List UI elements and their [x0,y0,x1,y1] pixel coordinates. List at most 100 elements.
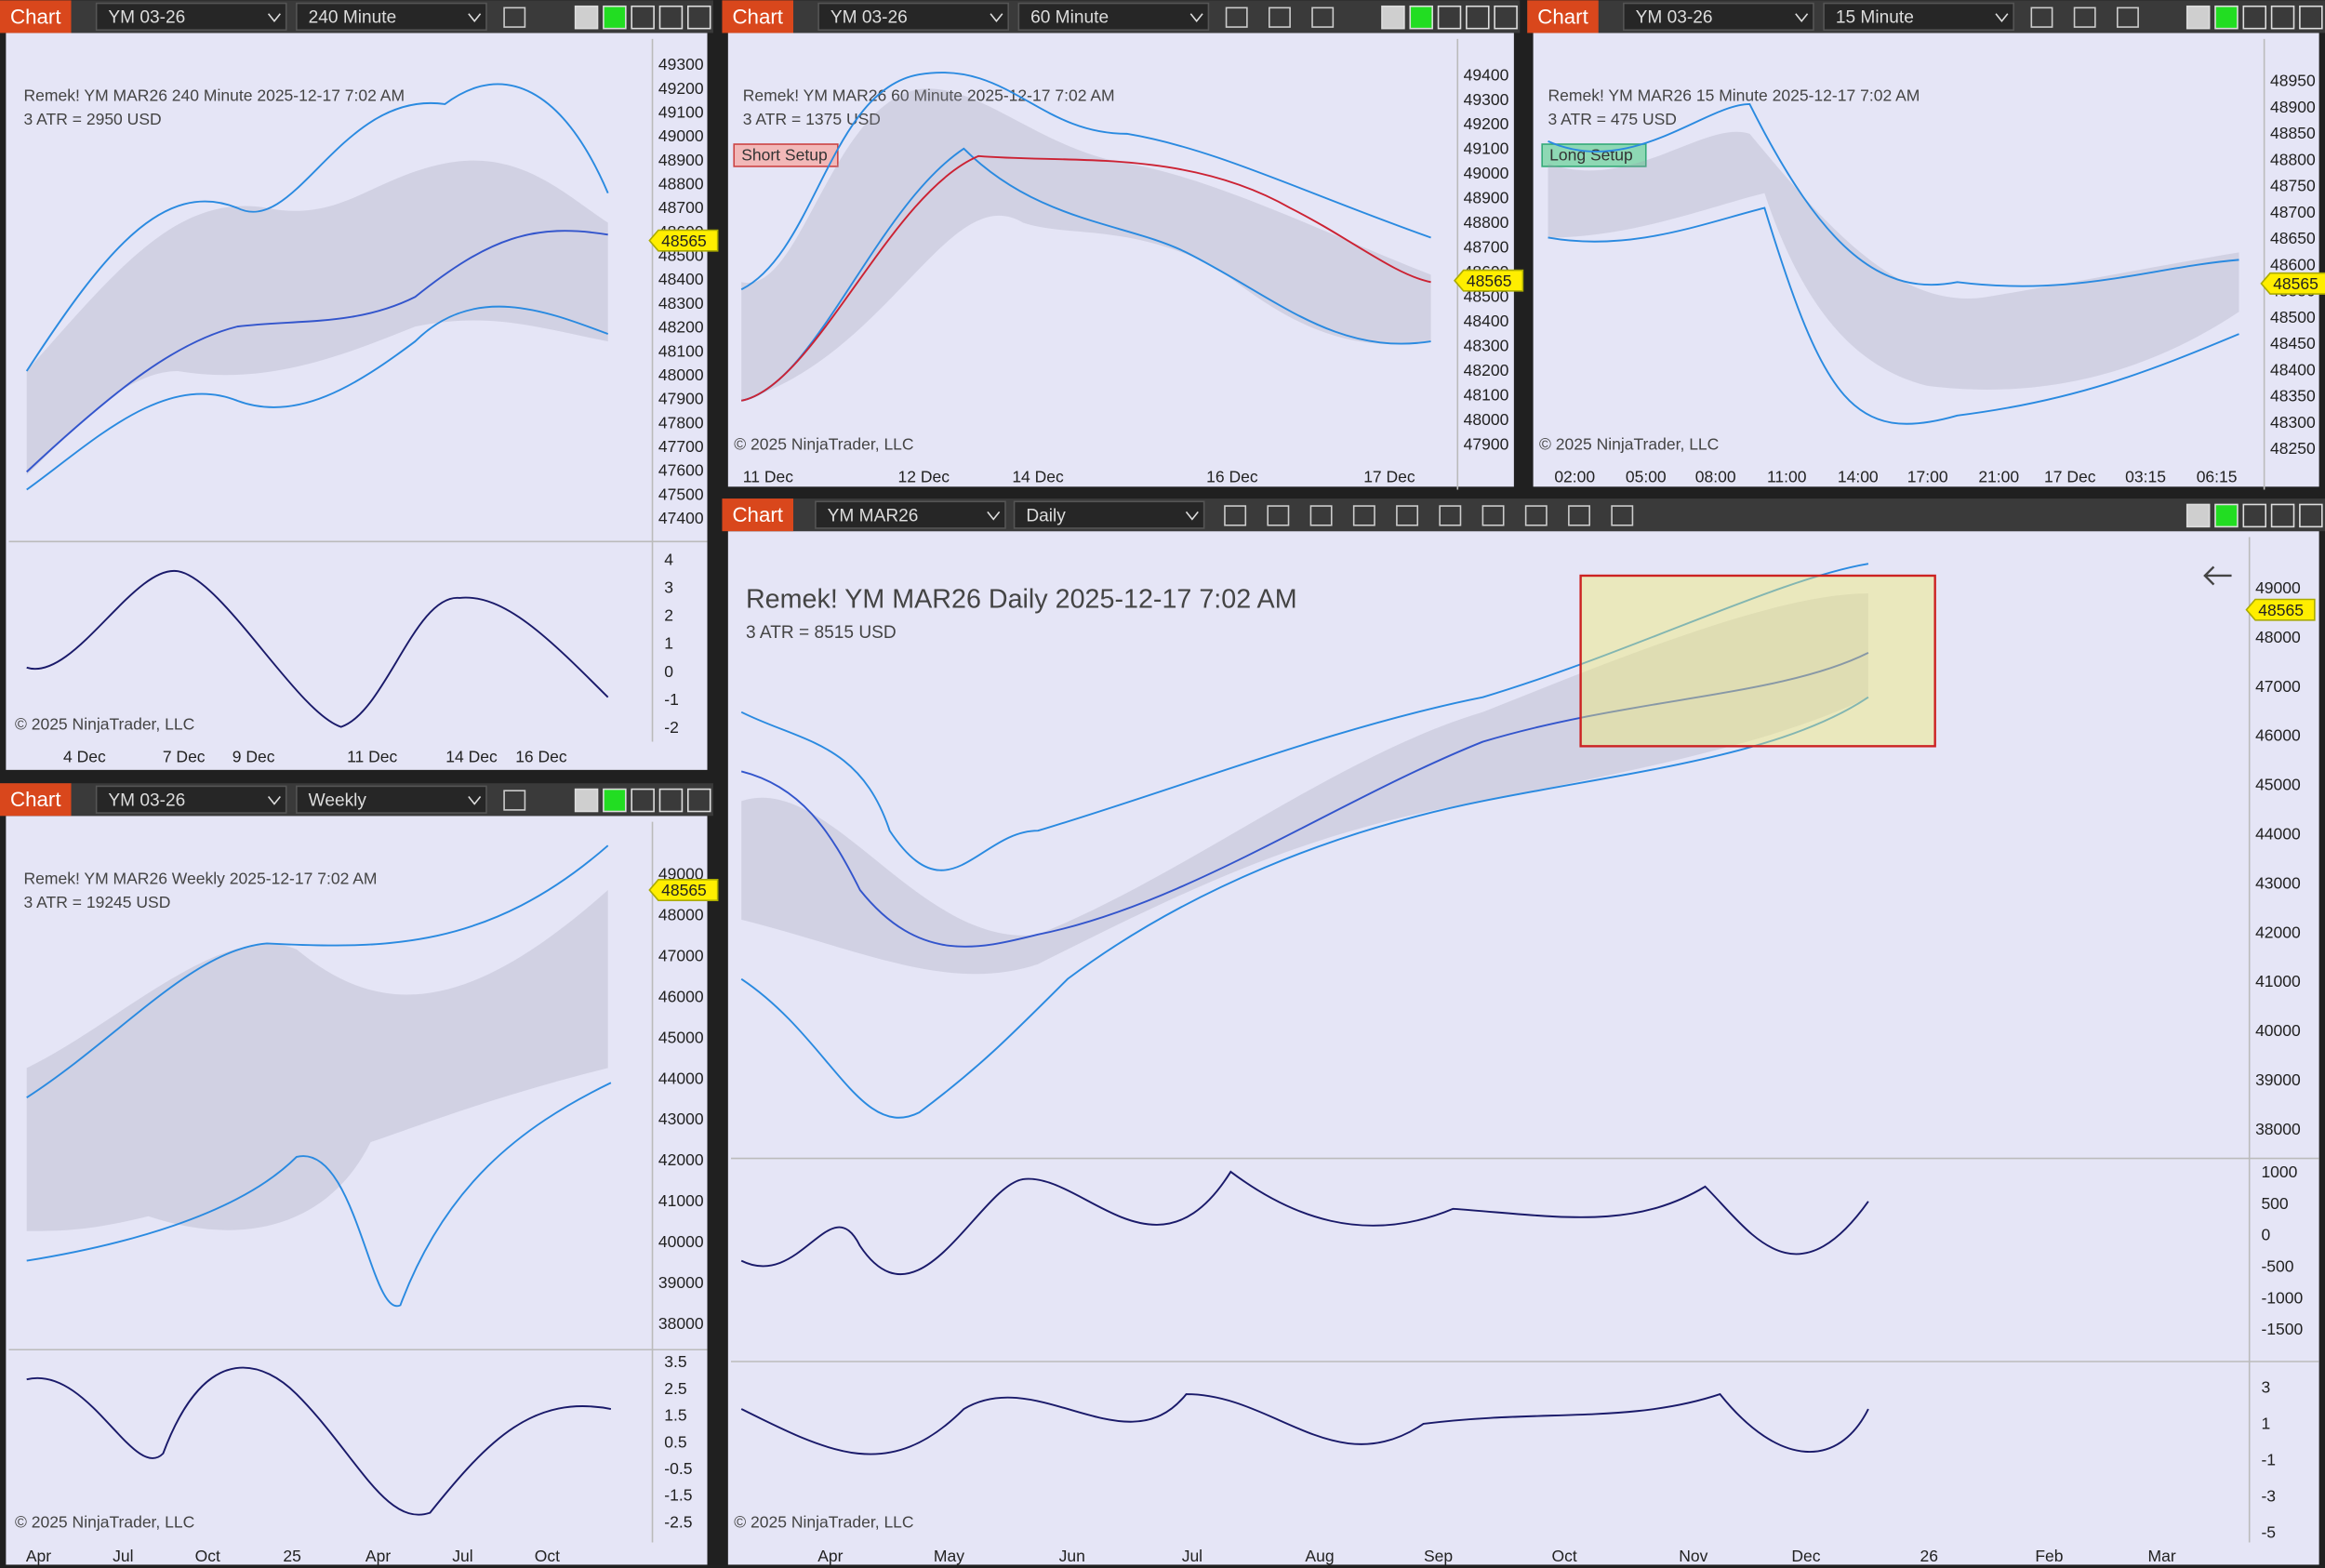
price-axis-label: 39000 [658,1273,704,1292]
dropdown-arrow [990,13,1003,22]
price-axis-label: 49300 [1464,90,1509,109]
time-axis-label: 02:00 [1554,467,1595,485]
window-control[interactable] [631,788,655,813]
window-control[interactable] [2270,503,2295,528]
toolbar-button[interactable] [1224,505,1247,526]
chart-button-label[interactable]: Chart [1537,5,1588,28]
chart-button[interactable] [0,783,72,817]
chart-button[interactable] [1527,0,1599,33]
instrument[interactable]: YM 03-26 [1636,8,1713,28]
indicator-axis-label: 3 [664,578,673,597]
instrument-selector[interactable] [95,785,287,814]
toolbar-button[interactable] [1268,7,1291,28]
instrument-selector[interactable] [817,2,1009,32]
window-control[interactable] [631,5,655,30]
color-box[interactable] [2214,5,2239,30]
color-box[interactable] [2186,503,2211,528]
window-control[interactable] [686,5,711,30]
color-box[interactable] [603,788,627,813]
toolbar-button[interactable] [2116,7,2139,28]
price-axis-label: 47600 [658,461,704,480]
color-box[interactable] [574,5,599,30]
toolbar-button[interactable] [2073,7,2096,28]
color-box[interactable] [2186,5,2211,30]
color-box[interactable] [574,788,599,813]
color-box[interactable] [603,5,627,30]
time-axis-label: 03:15 [2125,467,2166,485]
toolbar-button[interactable] [1611,505,1634,526]
price-axis-label: 48800 [2270,150,2316,168]
instrument[interactable]: YM 03-26 [830,8,908,28]
price-axis-label: 48750 [2270,177,2316,195]
window-control[interactable] [658,5,684,30]
price-axis-label: 48000 [658,906,704,924]
interval[interactable]: Weekly [309,791,367,810]
toolbar-button[interactable] [503,7,526,28]
toolbar-button[interactable] [1439,505,1462,526]
toolbar-button[interactable] [1225,7,1248,28]
instrument-selector[interactable] [1623,2,1814,32]
window-control[interactable] [2299,5,2323,30]
chart-button-label[interactable]: Chart [732,503,783,526]
window-control[interactable] [658,788,684,813]
back-arrow[interactable] [2203,565,2232,586]
price-axis-label: 47500 [658,485,704,503]
instrument-selector[interactable] [95,2,287,32]
indicator-axis-label: 1 [664,634,673,653]
window-control[interactable] [1466,5,1490,30]
interval-selector[interactable] [1017,2,1210,32]
window-control[interactable] [2242,5,2267,30]
toolbar-button[interactable] [1267,505,1290,526]
indicator-axis-label: 0.5 [664,1432,686,1451]
instrument[interactable]: YM 03-26 [108,8,185,28]
color-box[interactable] [1409,5,1433,30]
instrument-selector[interactable] [815,500,1006,529]
window-control[interactable] [686,788,711,813]
chart-button-label[interactable]: Chart [10,788,61,811]
interval[interactable]: Daily [1026,506,1066,525]
interval-selector[interactable] [296,785,487,814]
window-control[interactable] [2242,503,2267,528]
toolbar-button[interactable] [2030,7,2053,28]
color-box[interactable] [2214,503,2239,528]
price-axis-label: 48000 [1464,410,1509,429]
interval-selector[interactable] [296,2,487,32]
window-control[interactable] [1437,5,1462,30]
chart-button[interactable] [722,498,793,532]
chart-button[interactable] [0,0,72,33]
interval-selector[interactable] [1823,2,2014,32]
price-axis-label: 49000 [2255,578,2301,597]
toolbar-button[interactable] [1481,505,1505,526]
time-axis-label: Jul [113,1547,133,1565]
interval-selector[interactable] [1013,500,1205,529]
window-control[interactable] [2299,503,2323,528]
window-control[interactable] [1494,5,1518,30]
chart-button-label[interactable]: Chart [732,5,783,28]
copyright: © 2025 NinjaTrader, LLC [1539,434,1719,453]
instrument[interactable]: YM 03-26 [108,791,185,810]
price-axis-label: 48200 [658,318,704,337]
instrument[interactable]: YM MAR26 [828,506,919,525]
interval[interactable]: 15 Minute [1836,8,1914,28]
toolbar-button[interactable] [503,790,526,811]
window-control[interactable] [2270,5,2295,30]
oscillator [740,1170,1869,1275]
interval[interactable]: 240 Minute [309,8,397,28]
color-box[interactable] [1381,5,1405,30]
chart-button-label[interactable]: Chart [10,5,61,28]
time-axis-label: Mar [2148,1547,2176,1565]
chart-window: Chart YM MAR26 Daily Remek! YM MAR26 Daily … [722,498,2325,1565]
toolbar-button[interactable] [1524,505,1548,526]
toolbar-button[interactable] [1352,505,1375,526]
toolbar-button[interactable] [1396,505,1419,526]
chart-button[interactable] [722,0,793,33]
time-axis-label: 25 [283,1547,300,1565]
toolbar-button[interactable] [1309,505,1333,526]
band [741,593,1868,975]
toolbar-button[interactable] [1568,505,1590,526]
toolbar-button[interactable] [1311,7,1335,28]
oscillator [26,1366,612,1516]
setup-label: Long Setup [1549,145,1633,164]
interval[interactable]: 60 Minute [1030,8,1109,28]
price-axis-label: 42000 [658,1150,704,1169]
